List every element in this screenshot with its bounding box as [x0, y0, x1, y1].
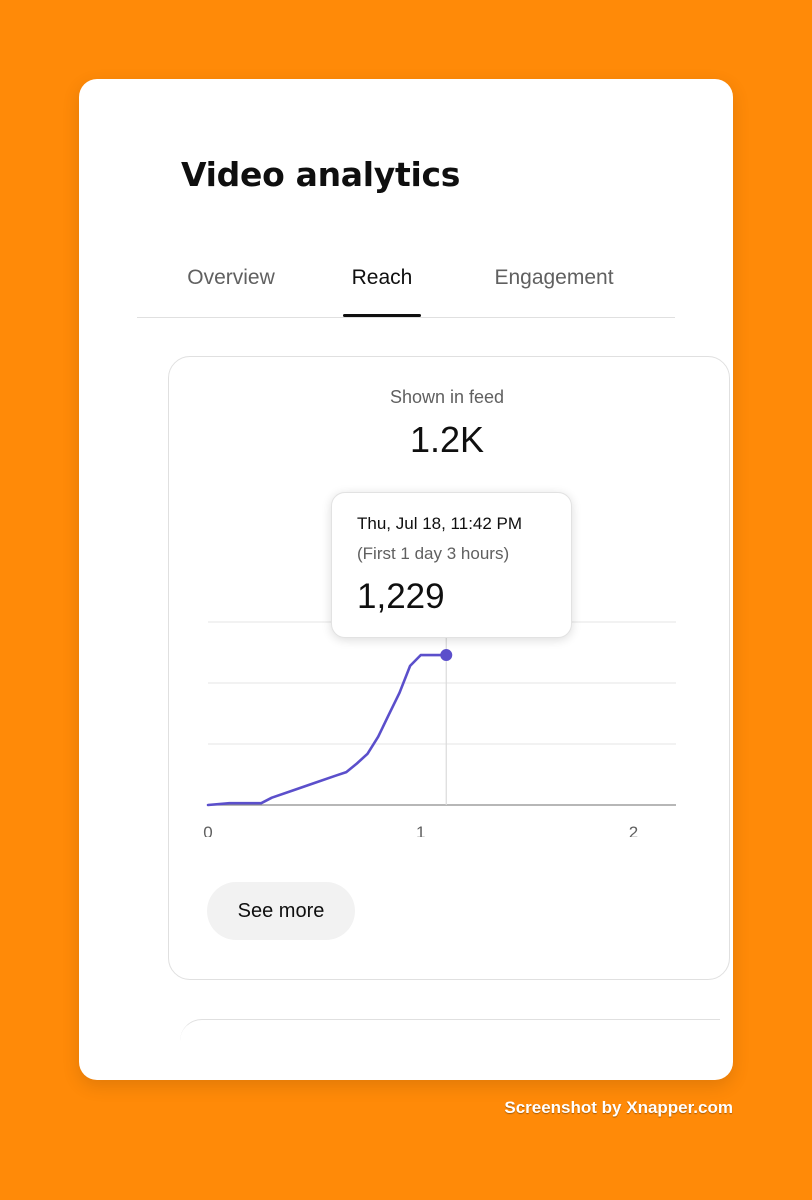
chart-tooltip: Thu, Jul 18, 11:42 PM (First 1 day 3 hou…	[331, 492, 572, 638]
analytics-window: Video analytics Overview Reach Engagemen…	[79, 79, 733, 1080]
tooltip-date: Thu, Jul 18, 11:42 PM	[357, 514, 523, 533]
chart-highlight-point	[440, 649, 453, 662]
tab-reach[interactable]: Reach	[343, 257, 421, 317]
tooltip-subtitle: (First 1 day 3 hours)	[357, 544, 510, 563]
reach-line-chart: 0 1 2	[203, 621, 676, 837]
page-title: Video analytics	[181, 155, 461, 194]
metric-label: Shown in feed	[389, 387, 505, 407]
tooltip-value: 1,229	[357, 577, 445, 616]
tab-overview[interactable]: Overview	[187, 266, 275, 289]
chart-x-tick-label: 0	[203, 823, 212, 837]
chart-x-tick-label: 2	[629, 823, 638, 837]
watermark-text: Screenshot by Xnapper.com	[504, 1098, 733, 1117]
chart-series-line	[206, 653, 448, 807]
next-card	[180, 1019, 720, 1080]
metric-value: 1.2K	[409, 419, 485, 460]
tab-engagement[interactable]: Engagement	[494, 266, 614, 289]
chart-x-tick-label: 1	[416, 823, 425, 837]
see-more-button[interactable]: See more	[207, 882, 355, 940]
reach-metric-card: Shown in feed 1.2K 0 1 2 Thu, Jul 18, 11:4…	[168, 356, 730, 980]
tab-bar: Overview Reach Engagement	[137, 257, 675, 318]
